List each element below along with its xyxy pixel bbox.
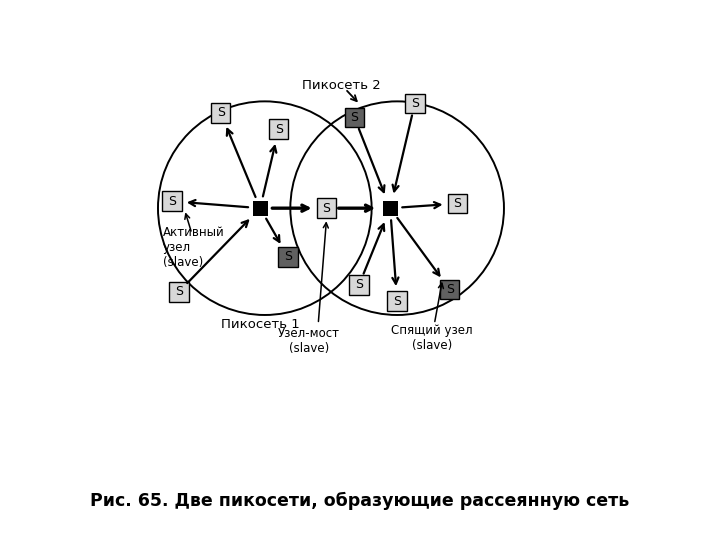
Bar <box>253 201 268 215</box>
FancyBboxPatch shape <box>278 247 298 267</box>
Text: S: S <box>284 251 292 264</box>
FancyBboxPatch shape <box>269 119 289 139</box>
Text: S: S <box>323 201 330 215</box>
Text: S: S <box>393 294 401 308</box>
Text: Активный
узел
(slave): Активный узел (slave) <box>163 226 225 269</box>
Text: S: S <box>175 285 183 298</box>
Text: S: S <box>351 111 359 124</box>
FancyBboxPatch shape <box>162 192 181 211</box>
FancyBboxPatch shape <box>211 103 230 123</box>
Text: Пикосеть 2: Пикосеть 2 <box>302 79 381 92</box>
FancyBboxPatch shape <box>405 94 425 113</box>
Text: S: S <box>411 97 419 110</box>
Text: Узел-мост
(slave): Узел-мост (slave) <box>278 327 340 355</box>
FancyBboxPatch shape <box>387 291 407 311</box>
FancyBboxPatch shape <box>317 198 336 218</box>
Text: S: S <box>275 123 283 136</box>
Text: Рис. 65. Две пикосети, образующие рассеянную сеть: Рис. 65. Две пикосети, образующие рассея… <box>91 492 629 510</box>
FancyBboxPatch shape <box>448 194 467 213</box>
FancyBboxPatch shape <box>345 108 364 127</box>
Text: S: S <box>168 195 176 208</box>
Text: Спящий узел
(slave): Спящий узел (slave) <box>391 324 473 352</box>
Text: S: S <box>454 197 462 210</box>
FancyBboxPatch shape <box>349 275 369 294</box>
Text: S: S <box>355 278 363 291</box>
Bar <box>383 201 397 215</box>
Text: S: S <box>446 283 454 296</box>
Text: Пикосеть 1: Пикосеть 1 <box>220 318 300 331</box>
FancyBboxPatch shape <box>440 280 459 299</box>
FancyBboxPatch shape <box>169 282 189 301</box>
Text: S: S <box>217 106 225 119</box>
